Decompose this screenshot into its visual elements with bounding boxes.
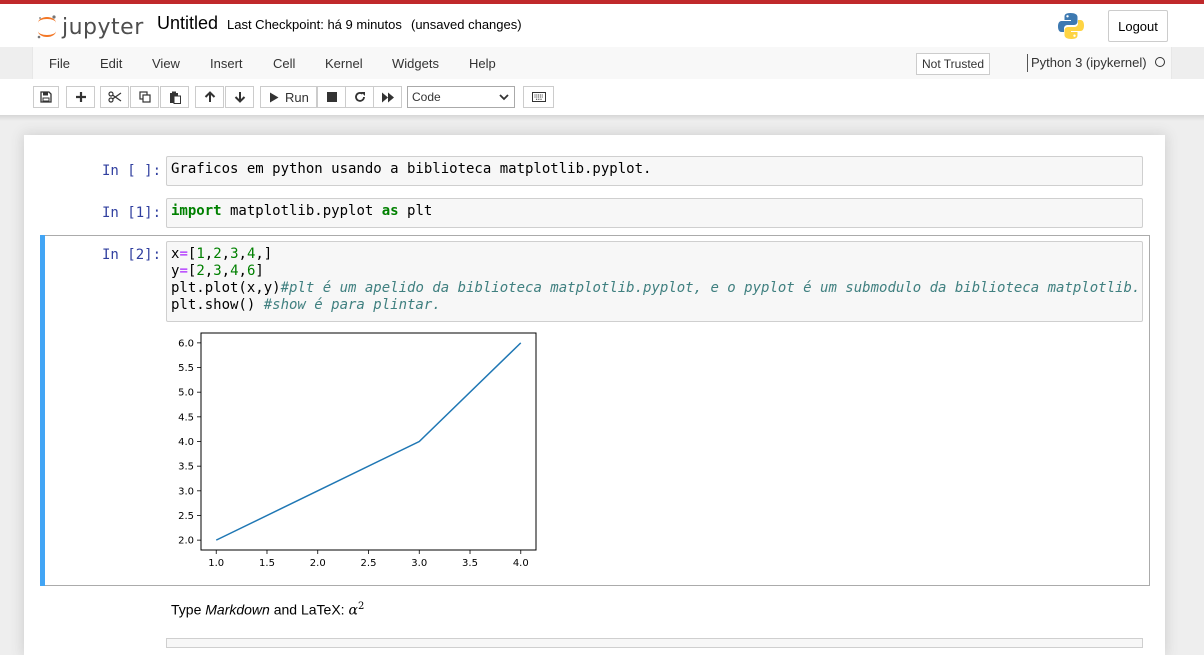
fast-forward-icon [381, 92, 394, 102]
jupyter-logo-icon [37, 15, 56, 39]
trust-indicator[interactable]: Not Trusted [916, 53, 991, 75]
md-middle: and LaTeX: [269, 601, 349, 618]
code-line: import matplotlib.pyplot as plt [171, 203, 433, 219]
markdown-preview: Type Markdown and LaTeX: α2 [171, 601, 364, 619]
kernel-idle-icon [1155, 57, 1165, 67]
menu-insert[interactable]: Insert [210, 56, 243, 71]
autosave-status: (unsaved changes) [411, 17, 522, 32]
y-tick-label: 2.5 [178, 511, 194, 522]
code-input[interactable]: Graficos em python usando a biblioteca m… [166, 156, 1143, 186]
y-tick-label: 5.0 [178, 388, 194, 399]
md-emphasis: Markdown [205, 601, 270, 618]
menu-widgets[interactable]: Widgets [392, 56, 439, 71]
x-tick-label: 3.5 [462, 558, 478, 569]
play-icon [270, 92, 279, 102]
header: jupyter Untitled Last Checkpoint: há 9 m… [0, 4, 1204, 47]
keyboard-icon [531, 92, 546, 102]
toolbar: Run Code [0, 79, 1204, 115]
kernel-separator [1027, 54, 1028, 72]
jupyter-logo[interactable]: jupyter [36, 12, 144, 42]
menu-cell[interactable]: Cell [273, 56, 296, 71]
restart-run-all-button[interactable] [373, 86, 402, 108]
chevron-down-icon [499, 94, 509, 101]
code-input[interactable]: import matplotlib.pyplot as plt [166, 198, 1143, 228]
logo-text: jupyter [62, 14, 144, 40]
cell-type-value: Code [412, 90, 441, 104]
command-palette-button[interactable] [523, 86, 554, 108]
copy-button[interactable] [130, 86, 159, 108]
run-label: Run [285, 89, 309, 105]
code-line: plt.show() #show é para plintar. [171, 297, 441, 313]
interrupt-button[interactable] [317, 86, 346, 108]
menu-file[interactable]: File [49, 56, 70, 71]
python-logo-icon [1058, 13, 1084, 39]
y-tick-label: 3.5 [178, 462, 194, 473]
x-tick-label: 3.0 [411, 558, 427, 569]
run-button[interactable]: Run [260, 86, 317, 108]
restart-button[interactable] [345, 86, 374, 108]
x-tick-label: 1.5 [259, 558, 275, 569]
selected-cell-indicator [40, 235, 45, 586]
move-up-button[interactable] [195, 86, 224, 108]
save-button[interactable] [33, 86, 59, 108]
paste-icon [169, 91, 181, 104]
series-line [215, 342, 522, 541]
save-icon [40, 91, 52, 103]
x-tick-label: 4.0 [513, 558, 529, 569]
cell-prompt: In [ ]: [102, 163, 162, 179]
code-line: plt.plot(x,y)#plt é um apelido da biblio… [171, 280, 1141, 296]
md-math-base: α [348, 602, 358, 619]
scissors-icon [107, 91, 121, 103]
md-math-exp: 2 [357, 601, 365, 612]
header-shadow [0, 115, 1204, 121]
y-tick-label: 4.5 [178, 412, 194, 423]
restart-icon [354, 92, 365, 102]
insert-cell-button[interactable] [66, 86, 95, 108]
code-line: x=[1,2,3,4,] [171, 246, 273, 262]
arrow-up-icon [204, 91, 215, 102]
menu-edit[interactable]: Edit [100, 56, 123, 71]
cell-type-select[interactable]: Code [407, 86, 515, 108]
cut-button[interactable] [100, 86, 129, 108]
code-line: y=[2,3,4,6] [171, 263, 264, 279]
arrow-down-icon [234, 92, 245, 103]
menubar: File Edit View Insert Cell Kernel Widget… [32, 47, 1172, 80]
copy-icon [138, 91, 151, 103]
checkpoint-status: Last Checkpoint: há 9 minutos [227, 17, 402, 32]
y-tick-label: 4.0 [178, 437, 194, 448]
cell-prompt: In [2]: [102, 247, 162, 263]
kernel-name[interactable]: Python 3 (ipykernel) [1031, 55, 1147, 70]
y-tick-label: 3.0 [178, 486, 194, 497]
y-tick-label: 2.0 [178, 536, 194, 547]
y-tick-label: 5.5 [178, 363, 194, 374]
top-strip [0, 0, 1204, 4]
next-cell-input[interactable] [166, 638, 1143, 648]
x-tick-label: 1.0 [208, 558, 224, 569]
menu-kernel[interactable]: Kernel [325, 56, 363, 71]
code-input[interactable]: x=[1,2,3,4,] y=[2,3,4,6] plt.plot(x,y)#p… [166, 241, 1143, 322]
notebook-title[interactable]: Untitled [157, 13, 219, 33]
paste-button[interactable] [160, 86, 189, 108]
menu-help[interactable]: Help [469, 56, 496, 71]
x-tick-label: 2.0 [310, 558, 326, 569]
md-prefix: Type [171, 601, 206, 618]
plot-frame [200, 332, 537, 551]
logout-button[interactable]: Logout [1108, 10, 1168, 42]
plus-icon [75, 92, 86, 102]
menu-view[interactable]: View [152, 56, 180, 71]
stop-icon [326, 92, 337, 102]
x-tick-label: 2.5 [361, 558, 377, 569]
move-down-button[interactable] [225, 86, 254, 108]
plot-output: 1.0 1.5 2.0 2.5 3.0 3.5 4.0 2.0 2.5 3.0 3.5 4.0 4.5 5… [178, 332, 537, 569]
code-line: Graficos em python usando a biblioteca m… [171, 161, 652, 177]
y-tick-label: 6.0 [178, 338, 194, 349]
cell-prompt: In [1]: [102, 205, 162, 221]
